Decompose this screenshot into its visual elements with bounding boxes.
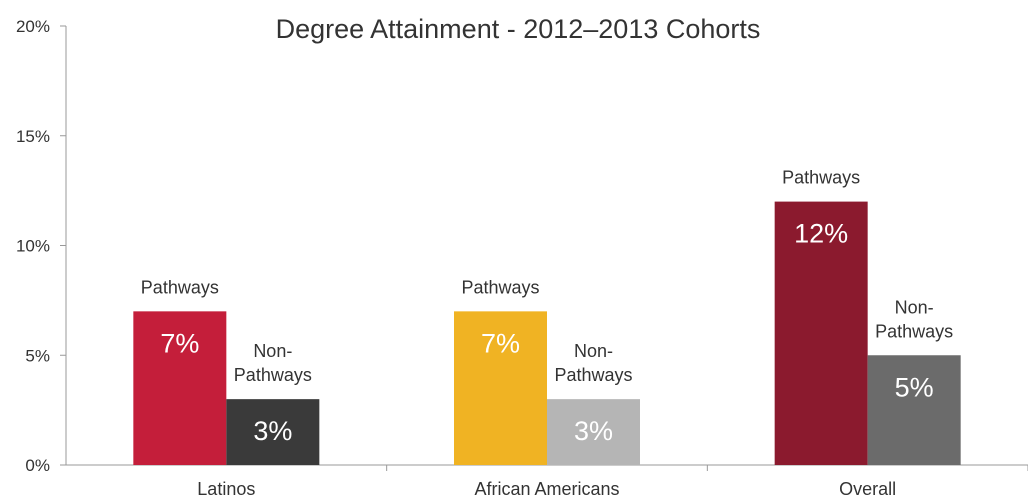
series-label: Pathways <box>461 277 539 297</box>
series-label: Non- <box>253 341 292 361</box>
series-label: Non- <box>574 341 613 361</box>
series-label: Pathways <box>554 365 632 385</box>
value-label: 3% <box>253 416 292 446</box>
category-label: Overall <box>839 479 896 499</box>
value-label: 7% <box>481 328 520 358</box>
y-tick-label: 0% <box>25 456 50 475</box>
category-label: Latinos <box>197 479 255 499</box>
bar-non-pathways <box>867 355 961 465</box>
labels: 7% Pathways 3% Non- Pathways 7% Pathways 3% Non-… <box>141 168 953 447</box>
series-label: Pathways <box>234 365 312 385</box>
value-label: 3% <box>574 416 613 446</box>
y-tick-label: 15% <box>16 127 50 146</box>
chart-title: Degree Attainment - 2012–2013 Cohorts <box>276 14 761 44</box>
series-label: Non- <box>895 297 934 317</box>
series-label: Pathways <box>782 168 860 188</box>
bar-pathways <box>133 311 227 465</box>
category-label: African Americans <box>474 479 619 499</box>
value-label: 7% <box>160 328 199 358</box>
bars <box>133 201 961 465</box>
y-tick-label: 20% <box>16 17 50 36</box>
y-tick-label: 5% <box>25 346 50 365</box>
bar-non-pathways <box>226 399 320 465</box>
bar-non-pathways <box>547 399 640 465</box>
value-label: 5% <box>895 372 934 402</box>
x-ticks: Latinos African Americans Overall <box>197 465 1028 499</box>
series-label: Pathways <box>875 321 953 341</box>
y-tick-label: 10% <box>16 237 50 256</box>
value-label: 12% <box>794 219 848 249</box>
bar-pathways <box>454 311 547 465</box>
series-label: Pathways <box>141 277 219 297</box>
bar-pathways <box>774 201 868 465</box>
y-ticks: 0% 5% 10% 15% 20% <box>16 17 66 475</box>
